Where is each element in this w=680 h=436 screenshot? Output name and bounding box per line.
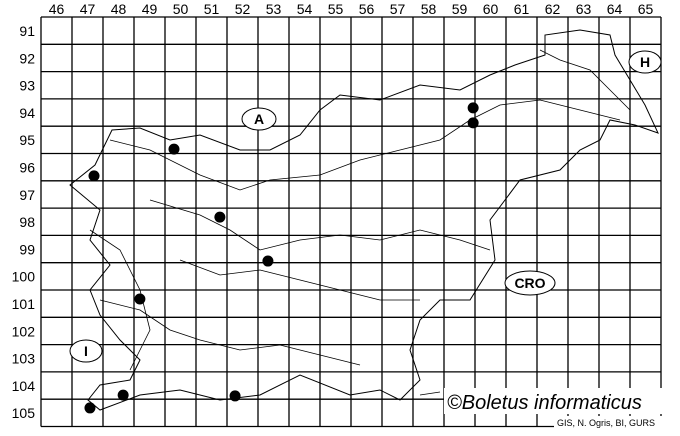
- record-dot: [467, 117, 479, 129]
- column-label: 61: [514, 1, 530, 17]
- label-croatia-text: CRO: [514, 275, 545, 291]
- row-label: 99: [19, 241, 35, 257]
- row-label: 98: [19, 214, 35, 230]
- country-border: [69, 29, 659, 411]
- column-label: 53: [266, 1, 282, 17]
- column-label: 60: [483, 1, 499, 17]
- record-dot: [214, 211, 226, 223]
- row-label: 102: [12, 323, 36, 339]
- record-dot: [229, 390, 241, 402]
- column-label: 51: [204, 1, 220, 17]
- label-austria: A: [241, 107, 277, 131]
- column-label: 49: [142, 1, 158, 17]
- column-label: 55: [328, 1, 344, 17]
- column-label: 62: [545, 1, 561, 17]
- river: [89, 229, 151, 371]
- label-austria-text: A: [254, 111, 264, 127]
- river: [419, 391, 441, 396]
- rivers: [89, 49, 631, 396]
- record-dot: [84, 402, 96, 414]
- copyright: ©Boletus informaticus: [447, 392, 642, 414]
- row-label: 104: [12, 378, 36, 394]
- column-label: 58: [421, 1, 437, 17]
- river: [179, 259, 420, 301]
- river: [99, 299, 361, 366]
- row-label: 101: [12, 296, 36, 312]
- column-label: 64: [607, 1, 623, 17]
- column-label: 52: [235, 1, 251, 17]
- records: [84, 102, 479, 414]
- row-label: 92: [19, 50, 35, 66]
- grid: [40, 16, 662, 428]
- row-label: 100: [12, 269, 36, 285]
- column-label: 47: [80, 1, 96, 17]
- row-label: 103: [12, 351, 36, 367]
- river: [109, 99, 621, 191]
- column-label: 46: [49, 1, 65, 17]
- record-dot: [117, 389, 129, 401]
- label-hungary: H: [628, 50, 662, 74]
- row-label: 97: [19, 187, 35, 203]
- column-label: 57: [390, 1, 406, 17]
- row-label: 96: [19, 160, 35, 176]
- river: [539, 49, 631, 111]
- record-dot: [467, 102, 479, 114]
- column-label: 56: [359, 1, 375, 17]
- column-labels: 46 47 48 49 50 51 52 53 54 55 56 57 58 59 60 61 62 63 64 65: [49, 1, 654, 17]
- record-dot: [262, 255, 274, 267]
- column-label: 48: [111, 1, 127, 17]
- column-label: 59: [452, 1, 468, 17]
- column-label: 50: [173, 1, 189, 17]
- row-labels: 91 92 93 94 95 96 97 98 99 100 101 102 103 104 105: [12, 23, 36, 421]
- record-dot: [88, 170, 100, 182]
- credit: GIS, N. Ogris, BI, GURS: [557, 418, 655, 428]
- record-dot: [168, 143, 180, 155]
- column-label: 54: [297, 1, 313, 17]
- column-label: 65: [638, 1, 654, 17]
- label-hungary-text: H: [640, 54, 650, 70]
- label-italy-text: I: [84, 343, 88, 359]
- column-label: 63: [576, 1, 592, 17]
- row-label: 94: [19, 105, 35, 121]
- row-label: 105: [12, 405, 36, 421]
- row-label: 91: [19, 23, 35, 39]
- label-croatia: CRO: [504, 270, 556, 296]
- river: [149, 199, 491, 251]
- record-dot: [134, 293, 146, 305]
- row-label: 95: [19, 132, 35, 148]
- row-label: 93: [19, 78, 35, 94]
- label-italy: I: [69, 339, 103, 363]
